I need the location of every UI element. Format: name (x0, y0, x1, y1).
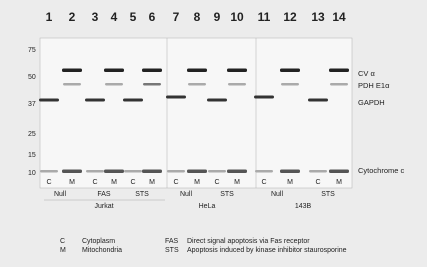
band (228, 83, 246, 86)
legend-text: Mitochondria (82, 247, 122, 254)
lane-label: M (287, 179, 293, 186)
lane-number: 11 (258, 10, 271, 24)
lane-label: C (46, 179, 51, 186)
band (227, 69, 247, 73)
band (329, 69, 349, 73)
lane-number: 10 (230, 10, 244, 24)
cell-line-label: HeLa (199, 203, 216, 210)
legend-text: Direct signal apoptosis via Fas receptor (187, 238, 310, 245)
band (308, 99, 328, 102)
band (124, 170, 142, 173)
band (208, 170, 226, 173)
lane-label: C (214, 179, 219, 186)
band (62, 69, 82, 73)
band (187, 69, 207, 73)
legend-abbr: FAS (165, 238, 179, 245)
band (40, 170, 58, 173)
lane-label: M (194, 179, 200, 186)
lane-number: 2 (69, 10, 76, 24)
lane-number: 4 (111, 10, 118, 24)
band (188, 83, 206, 86)
marker-label: 37 (28, 101, 36, 108)
band (167, 170, 185, 173)
band (123, 99, 143, 102)
lane-label: C (315, 179, 320, 186)
treatment-label: STS (321, 191, 335, 198)
band (280, 69, 300, 73)
band (86, 170, 104, 173)
lane-number: 8 (194, 10, 201, 24)
cell-line-label: Jurkat (94, 203, 113, 210)
band (104, 170, 124, 174)
band (187, 170, 207, 174)
lane-number: 5 (130, 10, 137, 24)
lane-label: C (261, 179, 266, 186)
marker-label: 15 (28, 152, 36, 159)
lane-label: C (92, 179, 97, 186)
band (104, 69, 124, 73)
band (329, 170, 349, 174)
band (280, 170, 300, 174)
marker-label: 50 (28, 74, 36, 81)
band (255, 170, 273, 173)
band (254, 96, 274, 99)
lane-label: M (336, 179, 342, 186)
marker-label: 25 (28, 131, 36, 138)
band (39, 99, 59, 102)
lane-label: M (234, 179, 240, 186)
lane-number: 6 (149, 10, 156, 24)
band (330, 83, 348, 86)
protein-label: CV α (358, 69, 376, 78)
band (142, 170, 162, 174)
band (63, 83, 81, 86)
protein-label: PDH E1α (358, 81, 390, 90)
treatment-label: STS (135, 191, 149, 198)
legend-abbr: C (60, 238, 65, 245)
lane-label: M (149, 179, 155, 186)
lane-number: 14 (332, 10, 346, 24)
figure: 1234567891011121314755037251510CV αPDH E… (0, 0, 427, 267)
band (207, 99, 227, 102)
lane-number: 9 (214, 10, 221, 24)
lane-label: C (173, 179, 178, 186)
legend-abbr: M (60, 247, 66, 254)
lane-number: 1 (46, 10, 53, 24)
band (105, 83, 123, 86)
treatment-label: Null (54, 191, 67, 198)
band (62, 170, 82, 174)
band (85, 99, 105, 102)
lane-number: 3 (92, 10, 99, 24)
page: {"lane_numbers": [1, 2, 3, 4, 5, 6, 7, 8… (0, 0, 427, 267)
lane-label: C (130, 179, 135, 186)
band (166, 96, 186, 99)
lane-label: M (111, 179, 117, 186)
treatment-label: Null (180, 191, 193, 198)
legend-abbr: STS (165, 247, 179, 254)
cell-line-label: 143B (295, 203, 312, 210)
protein-label: GAPDH (358, 98, 385, 107)
lane-number: 12 (283, 10, 297, 24)
band (143, 83, 161, 86)
protein-label: Cytochrome c (358, 166, 405, 175)
blot-panel (40, 38, 352, 188)
lane-number: 7 (173, 10, 180, 24)
band (142, 69, 162, 73)
lane-number: 13 (311, 10, 325, 24)
band (281, 83, 299, 86)
legend-text: Cytoplasm (82, 238, 115, 245)
lane-label: M (69, 179, 75, 186)
band (309, 170, 327, 173)
treatment-label: STS (220, 191, 234, 198)
treatment-label: Null (271, 191, 284, 198)
treatment-label: FAS (97, 191, 111, 198)
marker-label: 10 (28, 170, 36, 177)
marker-label: 75 (28, 47, 36, 54)
band (227, 170, 247, 174)
legend-text: Apoptosis induced by kinase inhibitor st… (187, 247, 347, 254)
